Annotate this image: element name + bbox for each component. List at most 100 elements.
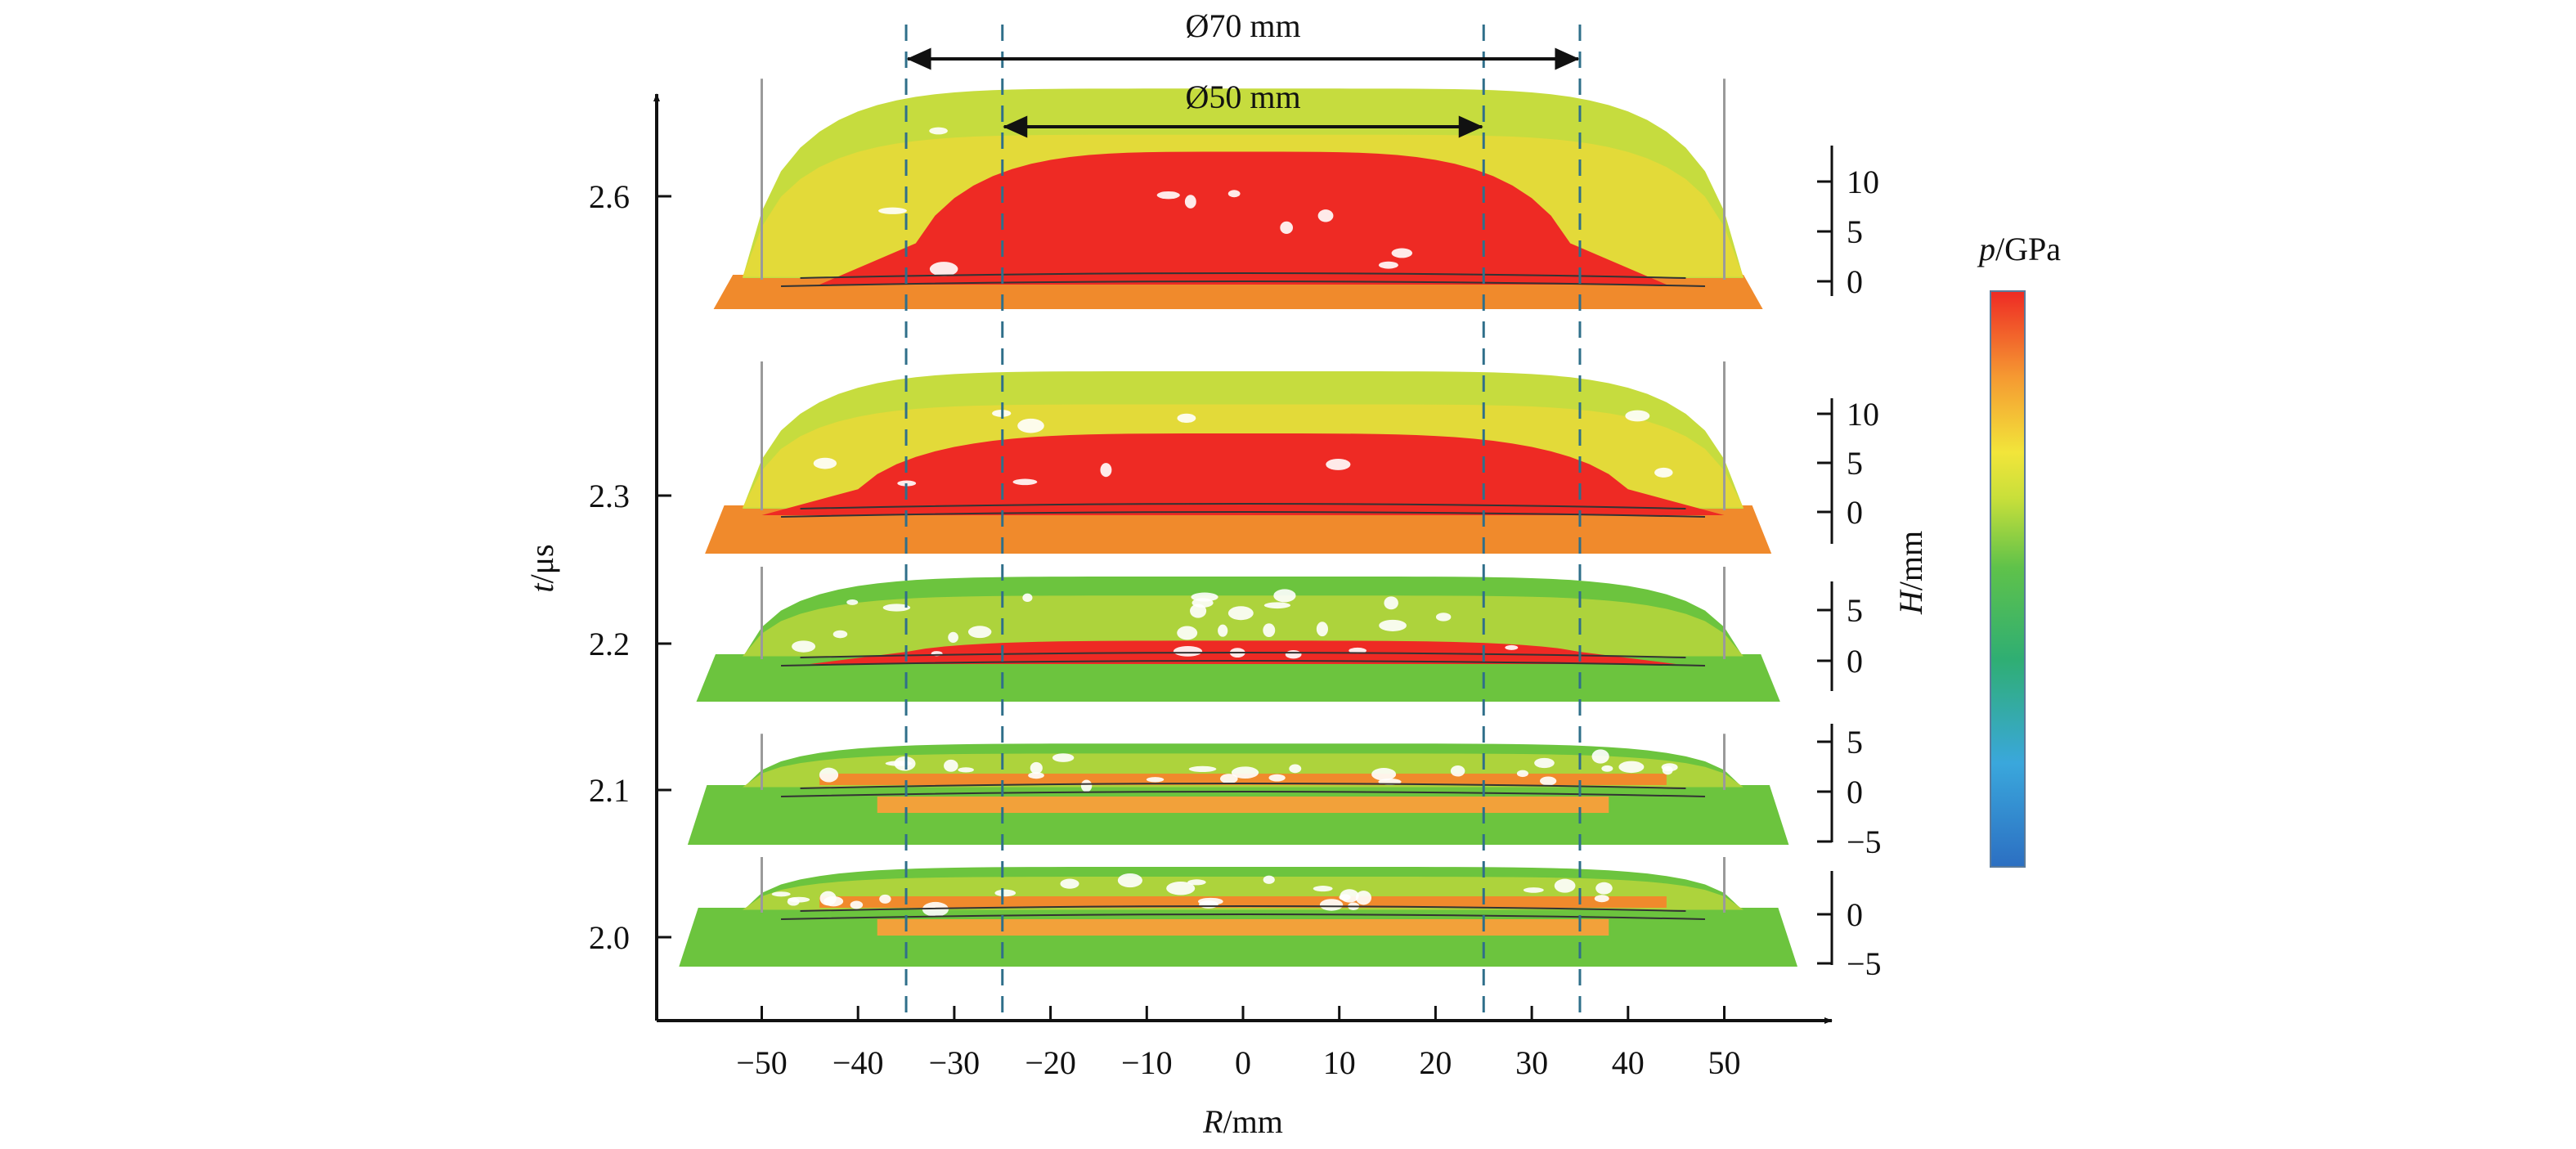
void-pocket [1012,478,1038,486]
void-pocket [897,480,917,487]
h-axis: 10 5 0 [1817,396,1879,544]
x-tick-label: −10 [1121,1044,1173,1081]
snapshot-band [687,734,1789,845]
t-tick-label: 2.3 [589,478,630,514]
void-pocket [850,900,864,909]
void-pocket [1218,624,1228,637]
void-pocket [1156,191,1180,200]
h-tick-label: 0 [1847,774,1863,810]
void-pocket [1594,895,1609,903]
void-pocket [792,640,816,653]
snapshot-band [705,361,1772,554]
right-axis-unit: /mm [1892,531,1929,590]
dimension-label: Ø50 mm [1185,79,1300,115]
base-slab [705,505,1772,554]
void-pocket [832,630,848,639]
void-pocket [1378,261,1398,269]
snapshot-band [679,857,1797,967]
interface-line [781,791,1705,797]
h-tick-label: 0 [1847,896,1863,933]
void-pocket [1197,897,1223,905]
x-axis-title: R/mm [1202,1103,1283,1140]
void-pocket [958,767,974,773]
void-pocket [1231,766,1259,779]
void-pocket [1371,768,1397,781]
void-pocket [1435,613,1452,622]
void-pocket [994,889,1016,897]
x-tick-label: 10 [1323,1044,1356,1081]
void-pocket [1516,770,1528,778]
dimension-label: Ø70 mm [1185,7,1300,44]
void-pocket [1601,765,1613,772]
void-pocket [894,756,916,771]
void-pocket [929,127,948,135]
void-pocket [944,759,958,772]
void-pocket [1379,619,1407,631]
void-pocket [1017,418,1044,433]
void-pocket [1355,891,1372,905]
void-pocket [1289,764,1302,774]
t-tick-label: 2.0 [589,919,630,956]
interface-line [800,905,1686,912]
h-tick-label: 0 [1847,643,1863,680]
h-tick-label: 5 [1847,592,1863,629]
x-ticks: −50 −40 −30 −20 −10 0 10 20 30 40 50 [736,1006,1741,1081]
h-tick-label: 10 [1847,396,1879,433]
colorbar-var: p [1977,231,1995,267]
snapshot-band [713,79,1763,309]
void-pocket [824,895,844,907]
void-pocket [1219,774,1238,784]
void-pocket [1661,763,1678,772]
void-pocket [1227,606,1254,621]
void-pocket [879,894,891,904]
void-pocket [1100,463,1112,478]
x-tick-label: −40 [832,1044,884,1081]
void-pocket [1505,644,1519,650]
void-pocket [1022,593,1033,603]
void-pocket [1540,776,1557,786]
void-pocket [878,207,907,214]
void-pocket [1285,650,1302,659]
void-pocket [1595,882,1613,895]
dashed-guides [904,25,1582,1021]
interface-line [781,511,1705,518]
snapshot-band [696,567,1780,702]
void-pocket [1146,777,1165,783]
h-axis: 0−5 [1817,871,1882,982]
base-slab [687,785,1789,845]
void-pocket [1273,589,1296,603]
void-pocket [1313,886,1333,892]
void-pocket [1190,604,1207,618]
void-pocket [1534,757,1555,769]
interface-line [800,272,1686,279]
void-pocket [1117,873,1142,888]
colorbar-unit: /GPa [1995,231,2061,267]
void-pocket [1166,882,1196,895]
void-pocket [1227,190,1241,198]
void-pocket [846,599,859,605]
base-slab [696,654,1780,702]
right-axis-title: H/mm [1892,531,1929,615]
void-pocket [967,626,992,639]
x-axis-var: R [1202,1103,1223,1140]
diameter-dimensions: Ø70 mm Ø50 mm [906,7,1580,138]
void-pocket [1625,410,1650,422]
x-tick-label: 40 [1612,1044,1645,1081]
h-tick-label: 10 [1847,164,1879,200]
interface-line [781,913,1705,920]
right-axis-var: H [1892,589,1929,615]
void-pocket [1317,209,1334,222]
x-tick-label: −30 [929,1044,981,1081]
h-tick-label: −5 [1847,824,1882,860]
x-tick-label: 30 [1515,1044,1548,1081]
h-axis: 50 [1817,581,1863,691]
base-slab [679,908,1797,967]
h-tick-label: 5 [1847,724,1863,761]
void-pocket [948,631,958,643]
h-tick-label: 0 [1847,263,1863,300]
h-tick-label: 0 [1847,494,1863,531]
void-pocket [1316,622,1328,637]
void-pocket [1523,887,1544,893]
